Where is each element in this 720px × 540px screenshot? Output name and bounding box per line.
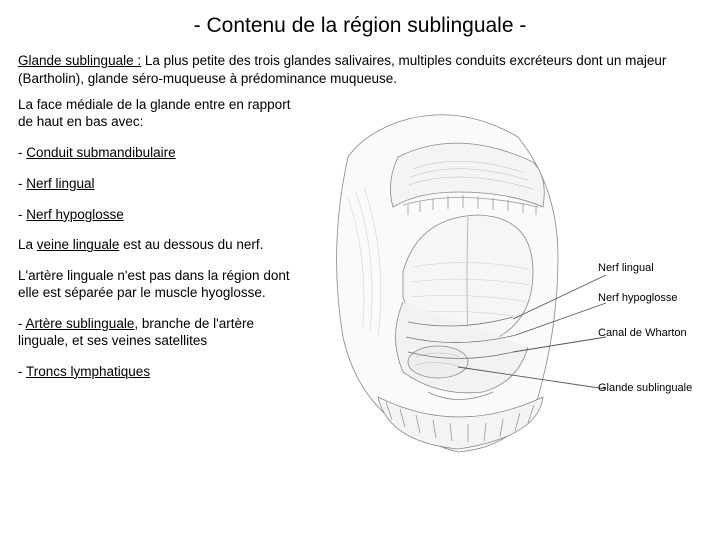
bullet-prefix: - [18, 207, 26, 222]
bullet-prefix: - [18, 316, 26, 331]
bullet-troncs: - Troncs lymphatiques [18, 364, 308, 381]
intro-lead: Glande sublinguale : [18, 53, 141, 68]
bullet-text: Troncs lymphatiques [26, 364, 150, 379]
bullet-prefix: - [18, 364, 26, 379]
bullet-nerf-lingual: - Nerf lingual [18, 176, 308, 193]
content-row: La face médiale de la glande entre en ra… [0, 97, 720, 487]
bullet-nerf-hypoglosse: - Nerf hypoglosse [18, 207, 308, 224]
page-title: - Contenu de la région sublinguale - [0, 0, 720, 52]
text-span: La [18, 237, 37, 252]
text-column: La face médiale de la glande entre en ra… [18, 97, 308, 487]
figure-column: Nerf lingual Nerf hypoglosse Canal de Wh… [308, 97, 720, 487]
label-nerf-hypoglosse: Nerf hypoglosse [598, 292, 678, 305]
veine-linguale: La veine linguale est au dessous du nerf… [18, 237, 308, 254]
label-canal-wharton: Canal de Wharton [598, 327, 687, 340]
bullet-artere-sublinguale: - Artère sublinguale, branche de l'artèr… [18, 316, 308, 350]
text-underline: veine linguale [37, 237, 120, 252]
label-glande-sublinguale: Glande sublinguale [598, 382, 692, 395]
bullet-text: Conduit submandibulaire [26, 145, 175, 160]
bullet-text: Nerf hypoglosse [26, 207, 124, 222]
anatomy-illustration [308, 97, 608, 467]
relations-intro: La face médiale de la glande entre en ra… [18, 97, 308, 131]
artere-linguale: L'artère linguale n'est pas dans la régi… [18, 268, 308, 302]
text-span: est au dessous du nerf. [119, 237, 263, 252]
bullet-conduit: - Conduit submandibulaire [18, 145, 308, 162]
bullet-prefix: - [18, 145, 26, 160]
bullet-prefix: - [18, 176, 26, 191]
label-nerf-lingual: Nerf lingual [598, 262, 654, 275]
bullet-text: Nerf lingual [26, 176, 94, 191]
bullet-text: Artère sublinguale [26, 316, 135, 331]
intro-paragraph: Glande sublinguale : La plus petite des … [0, 52, 720, 97]
